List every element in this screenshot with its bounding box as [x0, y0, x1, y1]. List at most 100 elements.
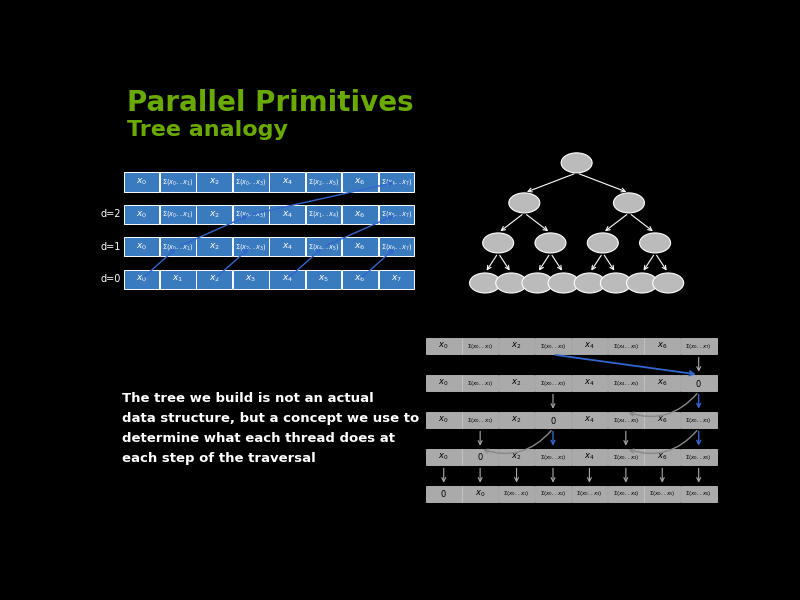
- Text: $\Sigma(x_0..x_3)$: $\Sigma(x_0..x_3)$: [540, 379, 566, 388]
- Text: d=1: d=1: [101, 242, 121, 252]
- FancyBboxPatch shape: [426, 449, 462, 465]
- FancyBboxPatch shape: [535, 449, 571, 465]
- FancyBboxPatch shape: [608, 449, 644, 465]
- Text: $x_2$: $x_2$: [209, 177, 220, 187]
- Ellipse shape: [653, 273, 684, 293]
- Text: $\Sigma(x_0..x_3)$: $\Sigma(x_0..x_3)$: [686, 416, 712, 425]
- Text: $\Sigma(x_0..x_5)$: $\Sigma(x_0..x_5)$: [686, 452, 712, 461]
- Text: $\Sigma(x_1..x_4)$: $\Sigma(x_1..x_4)$: [308, 209, 339, 220]
- Text: $x_2$: $x_2$: [511, 341, 522, 352]
- Text: $0$: $0$: [477, 451, 483, 463]
- Text: d=0: d=0: [101, 274, 121, 284]
- FancyBboxPatch shape: [124, 269, 159, 289]
- Text: $x_6$: $x_6$: [354, 177, 366, 187]
- Text: $\Sigma(x_0..x_1)$: $\Sigma(x_0..x_1)$: [467, 416, 494, 425]
- Text: $x_6$: $x_6$: [657, 378, 667, 388]
- FancyBboxPatch shape: [645, 375, 680, 391]
- FancyBboxPatch shape: [197, 172, 232, 192]
- FancyBboxPatch shape: [233, 237, 269, 256]
- Ellipse shape: [574, 273, 606, 293]
- Text: $x_0$: $x_0$: [136, 177, 147, 187]
- Text: $x_4$: $x_4$: [584, 452, 594, 462]
- Text: $\Sigma(x_0..x_3)$: $\Sigma(x_0..x_3)$: [540, 341, 566, 350]
- Ellipse shape: [482, 233, 514, 253]
- Text: $\Sigma(x_0..x_1)$: $\Sigma(x_0..x_1)$: [540, 452, 566, 461]
- Text: $x_4$: $x_4$: [584, 415, 594, 425]
- FancyBboxPatch shape: [160, 172, 196, 192]
- Text: $\Sigma(x_4..x_5)$: $\Sigma(x_4..x_5)$: [613, 379, 639, 388]
- FancyBboxPatch shape: [197, 205, 232, 224]
- Ellipse shape: [496, 273, 526, 293]
- FancyBboxPatch shape: [233, 205, 269, 224]
- Text: $\Sigma(x_0..x_3)$: $\Sigma(x_0..x_3)$: [613, 452, 639, 461]
- FancyBboxPatch shape: [426, 486, 462, 502]
- FancyBboxPatch shape: [378, 205, 414, 224]
- Text: $\Sigma(x_0..x_1)$: $\Sigma(x_0..x_1)$: [162, 177, 194, 187]
- FancyBboxPatch shape: [342, 172, 378, 192]
- FancyBboxPatch shape: [571, 375, 607, 391]
- Ellipse shape: [548, 273, 579, 293]
- Ellipse shape: [561, 153, 592, 173]
- Ellipse shape: [522, 273, 553, 293]
- Text: $\Sigma(x_0..x_3)$: $\Sigma(x_0..x_3)$: [235, 209, 266, 220]
- FancyBboxPatch shape: [342, 205, 378, 224]
- FancyBboxPatch shape: [571, 338, 607, 354]
- Text: $x_6$: $x_6$: [354, 242, 366, 252]
- Ellipse shape: [614, 193, 645, 213]
- FancyBboxPatch shape: [124, 172, 159, 192]
- FancyBboxPatch shape: [608, 486, 644, 502]
- Text: $\Sigma(x_0..x_3)$: $\Sigma(x_0..x_3)$: [235, 177, 266, 187]
- Text: $x_4$: $x_4$: [282, 274, 293, 284]
- FancyBboxPatch shape: [426, 338, 462, 354]
- FancyBboxPatch shape: [197, 237, 232, 256]
- Text: $\Sigma(x_2..x_3)$: $\Sigma(x_2..x_3)$: [235, 242, 266, 252]
- Text: $x_6$: $x_6$: [657, 415, 667, 425]
- Text: $x_2$: $x_2$: [511, 452, 522, 462]
- FancyBboxPatch shape: [681, 338, 717, 354]
- FancyBboxPatch shape: [197, 269, 232, 289]
- FancyBboxPatch shape: [535, 486, 571, 502]
- Text: $\Sigma(x_0..x_1)$: $\Sigma(x_0..x_1)$: [467, 341, 494, 350]
- Text: $x_6$: $x_6$: [354, 274, 366, 284]
- Text: $x_0$: $x_0$: [438, 341, 449, 352]
- FancyBboxPatch shape: [571, 412, 607, 428]
- FancyBboxPatch shape: [160, 269, 196, 289]
- FancyBboxPatch shape: [233, 269, 269, 289]
- Text: Tree analogy: Tree analogy: [127, 120, 288, 140]
- FancyBboxPatch shape: [462, 338, 498, 354]
- FancyBboxPatch shape: [645, 449, 680, 465]
- Text: $x_2$: $x_2$: [209, 274, 220, 284]
- FancyBboxPatch shape: [462, 449, 498, 465]
- Text: $\Sigma(x_5..x_7)$: $\Sigma(x_5..x_7)$: [381, 209, 412, 220]
- FancyBboxPatch shape: [342, 269, 378, 289]
- Text: $\Sigma(x_2..x_5)$: $\Sigma(x_2..x_5)$: [308, 177, 339, 187]
- FancyBboxPatch shape: [270, 237, 305, 256]
- Text: d=2: d=2: [101, 209, 121, 220]
- Text: $0$: $0$: [695, 377, 702, 389]
- FancyBboxPatch shape: [571, 449, 607, 465]
- FancyBboxPatch shape: [378, 269, 414, 289]
- FancyBboxPatch shape: [681, 375, 717, 391]
- Text: $x_2$: $x_2$: [511, 378, 522, 388]
- Text: $\Sigma(x_4..x_5)$: $\Sigma(x_4..x_5)$: [613, 416, 639, 425]
- FancyBboxPatch shape: [571, 486, 607, 502]
- Text: $\Sigma(x_0..x_2)$: $\Sigma(x_0..x_2)$: [540, 490, 566, 499]
- Ellipse shape: [587, 233, 618, 253]
- FancyBboxPatch shape: [645, 486, 680, 502]
- Text: $x_0$: $x_0$: [136, 209, 147, 220]
- FancyBboxPatch shape: [124, 205, 159, 224]
- Ellipse shape: [600, 273, 631, 293]
- Ellipse shape: [626, 273, 658, 293]
- Text: $\Sigma(x_0..x_6)$: $\Sigma(x_0..x_6)$: [686, 490, 712, 499]
- Text: $\Sigma(x_0..x_1)$: $\Sigma(x_0..x_1)$: [467, 379, 494, 388]
- FancyBboxPatch shape: [160, 205, 196, 224]
- Text: $\Sigma(x_4..x_5)$: $\Sigma(x_4..x_5)$: [308, 242, 339, 252]
- Text: $\Sigma(x_0..x_4)$: $\Sigma(x_0..x_4)$: [613, 490, 639, 499]
- Text: $\Sigma(x_6..x_7)$: $\Sigma(x_6..x_7)$: [381, 242, 412, 252]
- FancyBboxPatch shape: [270, 205, 305, 224]
- FancyBboxPatch shape: [306, 269, 342, 289]
- Text: $x_5$: $x_5$: [318, 274, 329, 284]
- Text: $x_4$: $x_4$: [282, 177, 293, 187]
- FancyBboxPatch shape: [378, 172, 414, 192]
- FancyBboxPatch shape: [124, 237, 159, 256]
